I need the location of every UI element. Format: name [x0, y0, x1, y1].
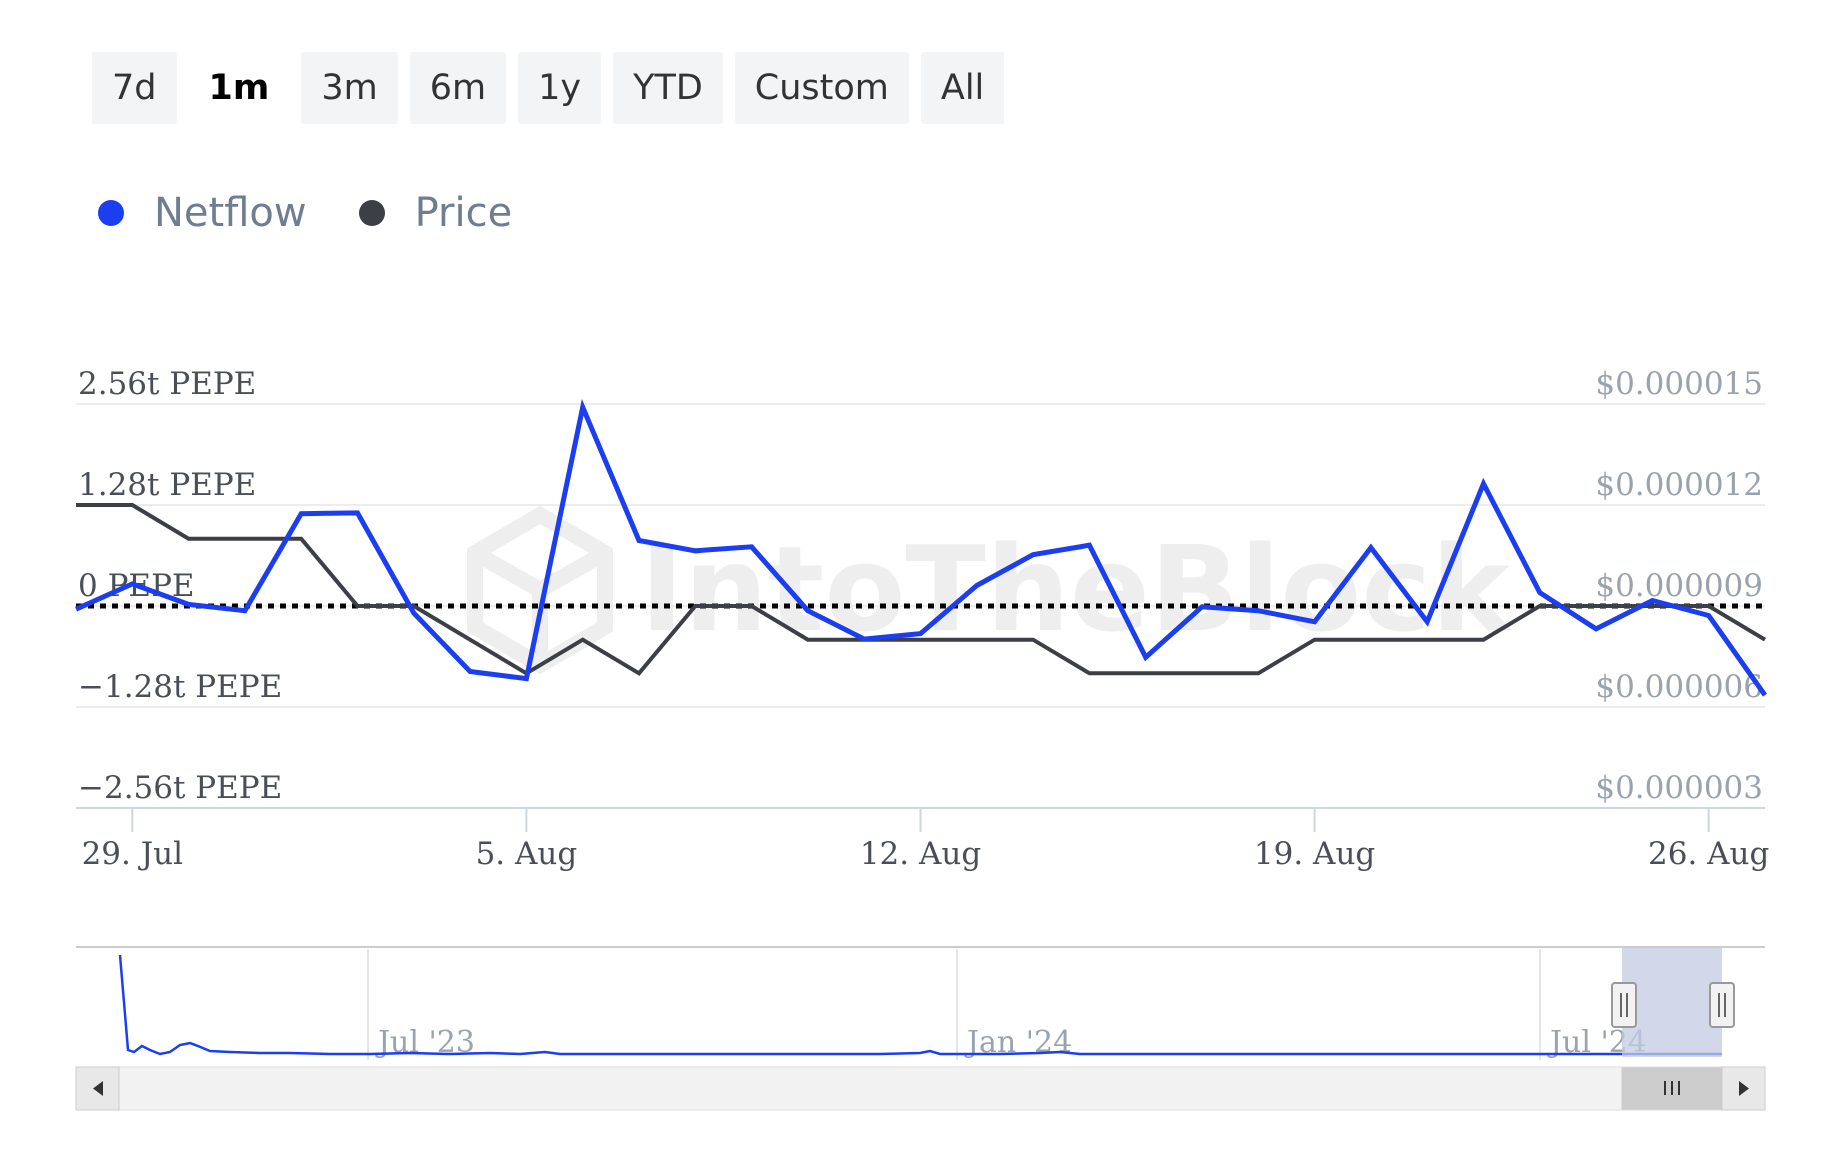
y-left-tick-label: 1.28t PEPE	[78, 467, 256, 503]
navigator-left-handle[interactable]	[1611, 982, 1637, 1028]
navigator-selected-range[interactable]	[1622, 947, 1722, 1057]
legend-dot-icon	[98, 200, 124, 226]
series-line-price	[76, 503, 1767, 676]
x-tick-label: 19. Aug	[1254, 836, 1375, 872]
legend-dot-icon	[358, 200, 385, 226]
legend-label-price: Price	[414, 190, 513, 236]
watermark-text: IntoTheBlock	[640, 520, 1512, 658]
scrollbar-thumb[interactable]	[1621, 1067, 1723, 1110]
scroll-right-button[interactable]	[1721, 1066, 1766, 1111]
series-lines	[74, 398, 1768, 697]
arrow-right-icon	[1739, 1081, 1749, 1096]
y-axis-right-labels: $0.000015 $0.000012 $0.000009 $0.000006 $0.0…	[1595, 366, 1763, 806]
navigator-right-handle[interactable]	[1709, 982, 1735, 1028]
arrow-left-icon	[93, 1081, 103, 1096]
y-left-tick-label: 2.56t PEPE	[78, 366, 256, 402]
y-right-tick-label: $0.000012	[1595, 467, 1763, 503]
y-right-tick-label: $0.000006	[1595, 669, 1763, 705]
y-right-tick-label: $0.000003	[1595, 770, 1763, 806]
x-axis-labels: 29. Jul 5. Aug 12. Aug 19. Aug 26. Aug	[82, 836, 1770, 872]
range-button-all[interactable]: All	[920, 52, 1005, 124]
x-tick-label: 12. Aug	[860, 836, 981, 872]
range-button-custom[interactable]: Custom	[734, 52, 909, 124]
x-axis-ticks	[131, 808, 1710, 832]
range-button-7d[interactable]: 7d	[92, 52, 177, 124]
range-button-3m[interactable]: 3m	[301, 52, 398, 124]
range-button-6m[interactable]: 6m	[409, 52, 507, 124]
legend-label-netflow: Netflow	[154, 190, 307, 236]
y-right-tick-label: $0.000015	[1595, 366, 1763, 402]
x-tick-label: 26. Aug	[1648, 836, 1769, 872]
series-line-netflow	[74, 398, 1768, 697]
scrollbar-track[interactable]	[75, 1066, 1766, 1111]
legend-item-netflow[interactable]: Netflow	[98, 190, 307, 236]
range-button-1y[interactable]: 1y	[518, 52, 602, 124]
range-selector: 7d 1m 3m 6m 1y YTD Custom All	[92, 52, 1005, 124]
y-left-tick-label: −1.28t PEPE	[78, 669, 282, 705]
navigator[interactable]: Jul '23 Jan '24 Jul '24	[76, 946, 1765, 1060]
watermark: IntoTheBlock	[467, 505, 1512, 675]
x-tick-label: 29. Jul	[82, 836, 183, 872]
range-button-ytd[interactable]: YTD	[613, 52, 723, 124]
chart-legend: Netflow Price	[98, 190, 512, 236]
scroll-left-button[interactable]	[75, 1066, 120, 1111]
range-button-1m[interactable]: 1m	[188, 52, 290, 124]
y-left-tick-label: −2.56t PEPE	[78, 770, 282, 806]
navigator-series-line	[118, 954, 1722, 1056]
x-tick-label: 5. Aug	[476, 836, 578, 872]
legend-item-price[interactable]: Price	[358, 190, 513, 236]
y-right-tick-label: $0.000009	[1595, 568, 1763, 604]
scrollbar[interactable]	[75, 1066, 1766, 1111]
navigator-gridlines	[367, 949, 1541, 1060]
